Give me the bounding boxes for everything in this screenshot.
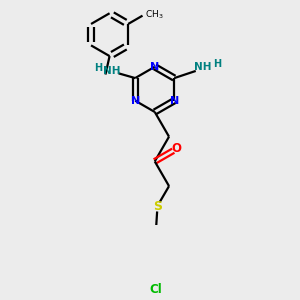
Text: H: H: [94, 63, 102, 73]
Text: H: H: [213, 59, 221, 69]
Text: Cl: Cl: [150, 284, 162, 296]
Text: N: N: [170, 96, 179, 106]
Text: NH: NH: [103, 66, 120, 76]
Text: O: O: [171, 142, 181, 155]
Text: CH$_3$: CH$_3$: [145, 8, 164, 21]
Text: N: N: [150, 62, 159, 72]
Text: S: S: [153, 200, 162, 213]
Text: N: N: [130, 96, 140, 106]
Text: NH: NH: [194, 62, 211, 72]
